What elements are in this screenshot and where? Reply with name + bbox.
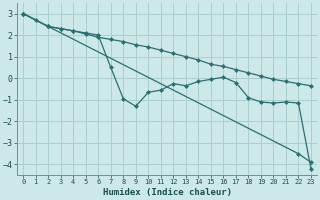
X-axis label: Humidex (Indice chaleur): Humidex (Indice chaleur)	[103, 188, 232, 197]
